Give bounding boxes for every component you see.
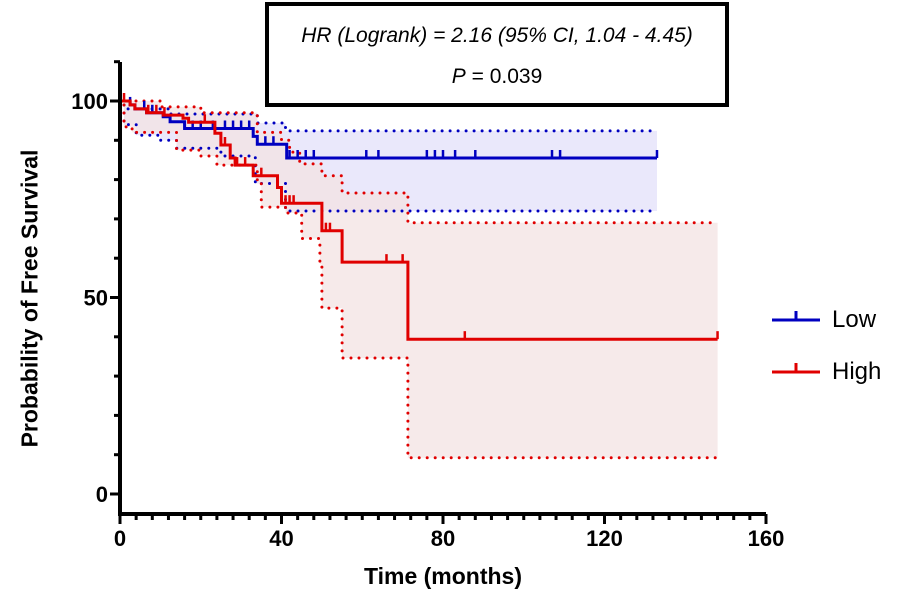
x-axis-label: Time (months): [363, 563, 523, 589]
x-tick-label: 160: [748, 526, 785, 551]
p-value: = 0.039: [465, 65, 543, 88]
y-axis-label: Probability of Free Survival: [16, 149, 43, 448]
x-tick-label: 0: [114, 526, 126, 551]
x-tick-label: 120: [586, 526, 623, 551]
hazard-ratio-annotation: HR (Logrank) = 2.16 (95% CI, 1.04 - 4.45…: [265, 2, 729, 107]
p-value-text: P = 0.039: [269, 65, 725, 89]
x-tick-label: 40: [269, 526, 293, 551]
ci-band-high: [120, 101, 718, 458]
ci-upper-low: [118, 99, 659, 133]
hr-text: HR (Logrank) = 2.16 (95% CI, 1.04 - 4.45…: [301, 24, 693, 47]
x-tick-label: 80: [431, 526, 455, 551]
ci-upper-high: [118, 99, 720, 225]
p-label: P: [451, 65, 466, 88]
y-tick-label: 0: [96, 482, 108, 507]
y-tick-label: 100: [71, 89, 108, 114]
y-tick-label: 50: [84, 286, 108, 311]
legend-label-low: Low: [832, 306, 877, 333]
legend-label-high: High: [832, 358, 882, 385]
ci-lower-low: [118, 99, 659, 213]
